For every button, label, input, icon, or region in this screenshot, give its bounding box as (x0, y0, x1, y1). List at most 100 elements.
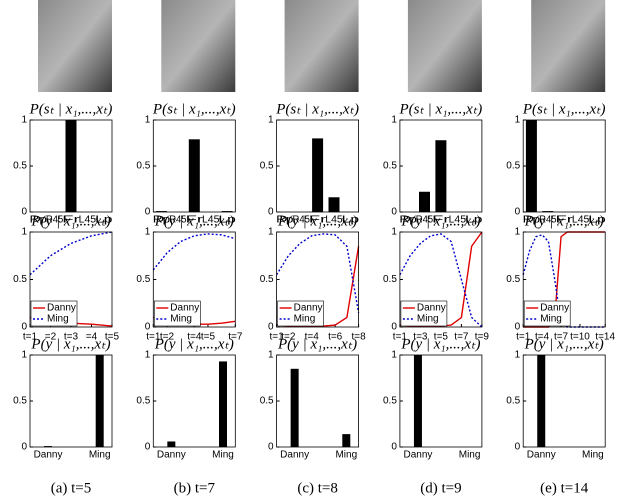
x-tick-label: L45 (79, 215, 97, 226)
legend-box (523, 300, 571, 327)
x-tick-label: t=2 (281, 332, 296, 343)
x-tick-label: Rp (153, 215, 171, 226)
legend-label: Danny (47, 303, 76, 314)
x-tick-label: t=4 (535, 332, 550, 343)
x-tick-label: =2 (45, 332, 57, 343)
caption: (e) t=14 (540, 480, 589, 496)
bar (342, 434, 351, 447)
y-tick-label: 0 (268, 207, 274, 218)
x-tick-label: Danny (34, 450, 63, 461)
y-tick-label: 0.5 (506, 396, 520, 407)
legend-box (277, 300, 324, 327)
x-tick-label: t=14 (595, 332, 615, 343)
caption: (a) t=5 (51, 480, 92, 496)
chart-title: P(y | x₁,...,xₜ) (524, 336, 604, 352)
y-tick-label: 1 (268, 350, 274, 361)
data-line (29, 231, 113, 276)
x-tick-label: R45 (293, 215, 311, 226)
bar (221, 211, 233, 212)
y-tick-label: 0.5 (383, 274, 397, 285)
x-tick-label: t=3 (413, 332, 428, 343)
x-tick-label: Lp (95, 215, 113, 226)
y-tick-label: 0.5 (136, 161, 150, 172)
x-tick-label: R45 (46, 215, 64, 226)
y-tick-label: 0.5 (13, 396, 27, 407)
x-tick-label: t=7 (554, 332, 569, 343)
y-tick-label: 0 (391, 207, 397, 218)
bar (44, 446, 53, 447)
plot-frame (522, 119, 606, 213)
plot-frame (29, 354, 113, 448)
chart-title: P(y | x₁,...,xₜ) (30, 213, 110, 229)
x-tick-label: Fr (309, 215, 328, 226)
y-tick-label: 0.5 (13, 274, 27, 285)
bar (435, 140, 447, 212)
y-tick-label: 0 (391, 322, 397, 333)
chart-title: P(sₜ | x₁,...,xₜ) (275, 101, 359, 117)
y-tick-label: 1 (515, 227, 521, 238)
legend-label: Danny (540, 303, 569, 314)
chart-title: P(sₜ | x₁,...,xₜ) (152, 101, 236, 117)
x-tick-label: Lp (342, 215, 360, 226)
y-tick-label: 1 (21, 227, 27, 238)
x-tick-label: Ming (459, 450, 481, 461)
y-tick-label: 0 (515, 207, 521, 218)
x-tick-label: Danny (403, 450, 432, 461)
y-tick-label: 1 (268, 227, 274, 238)
x-tick-label: Lp (218, 215, 236, 226)
x-tick-label: Rp (399, 215, 417, 226)
y-tick-label: 0.5 (13, 161, 27, 172)
face-image (531, 0, 606, 92)
x-tick-label: t=3 (64, 332, 79, 343)
y-tick-label: 1 (391, 350, 397, 361)
chart-title: P(y | x₁,...,xₜ) (277, 336, 357, 352)
x-tick-label: Danny (527, 450, 556, 461)
legend-label: Ming (170, 314, 192, 325)
bar (537, 355, 546, 447)
legend-label: Danny (294, 303, 323, 314)
x-tick-label: Fr (186, 215, 205, 226)
bar (312, 138, 324, 212)
y-tick-label: 1 (21, 350, 27, 361)
plot-frame (29, 231, 113, 328)
caption: (d) t=9 (420, 480, 461, 496)
bar (156, 211, 167, 212)
x-tick-label: t=4 (305, 332, 320, 343)
chart-title: P(y | x₁,...,xₜ) (524, 213, 604, 229)
y-tick-label: 1 (515, 350, 521, 361)
x-tick-label: t=1 (270, 332, 285, 343)
x-tick-label: L45 (325, 215, 343, 226)
x-tick-label: t=9 (475, 332, 490, 343)
legend-box (400, 300, 448, 327)
plot-frame (276, 354, 360, 448)
x-tick-label: t=1 (516, 332, 531, 343)
y-tick-label: 1 (21, 115, 27, 126)
plot-frame (276, 231, 360, 328)
y-tick-label: 1 (391, 115, 397, 126)
plot-frame (152, 231, 236, 328)
legend-label: Ming (417, 314, 439, 325)
y-tick-label: 1 (145, 350, 151, 361)
legend-label: Ming (47, 314, 69, 325)
y-tick-label: 1 (145, 115, 151, 126)
face-image (284, 0, 359, 92)
plot-frame (399, 354, 483, 448)
x-tick-label: L45 (449, 215, 467, 226)
plot-frame (276, 119, 360, 213)
bar (542, 211, 554, 212)
y-tick-label: 0 (145, 322, 151, 333)
caption: (b) t=7 (174, 480, 216, 496)
x-tick-label: t=5 (105, 332, 120, 343)
chart-title: P(sₜ | x₁,...,xₜ) (29, 101, 113, 117)
data-line (276, 233, 360, 313)
x-tick-label: R45 (539, 215, 557, 226)
plot-frame (152, 354, 236, 448)
x-tick-label: t=2 (160, 332, 175, 343)
y-tick-label: 0 (515, 442, 521, 453)
chart-title: P(sₜ | x₁,...,xₜ) (399, 101, 483, 117)
y-tick-label: 0 (145, 207, 151, 218)
chart-title: P(y | x₁,...,xₜ) (30, 336, 110, 352)
chart-title: P(sₜ | x₁,...,xₜ) (522, 101, 606, 117)
x-tick-label: t=5 (434, 332, 449, 343)
